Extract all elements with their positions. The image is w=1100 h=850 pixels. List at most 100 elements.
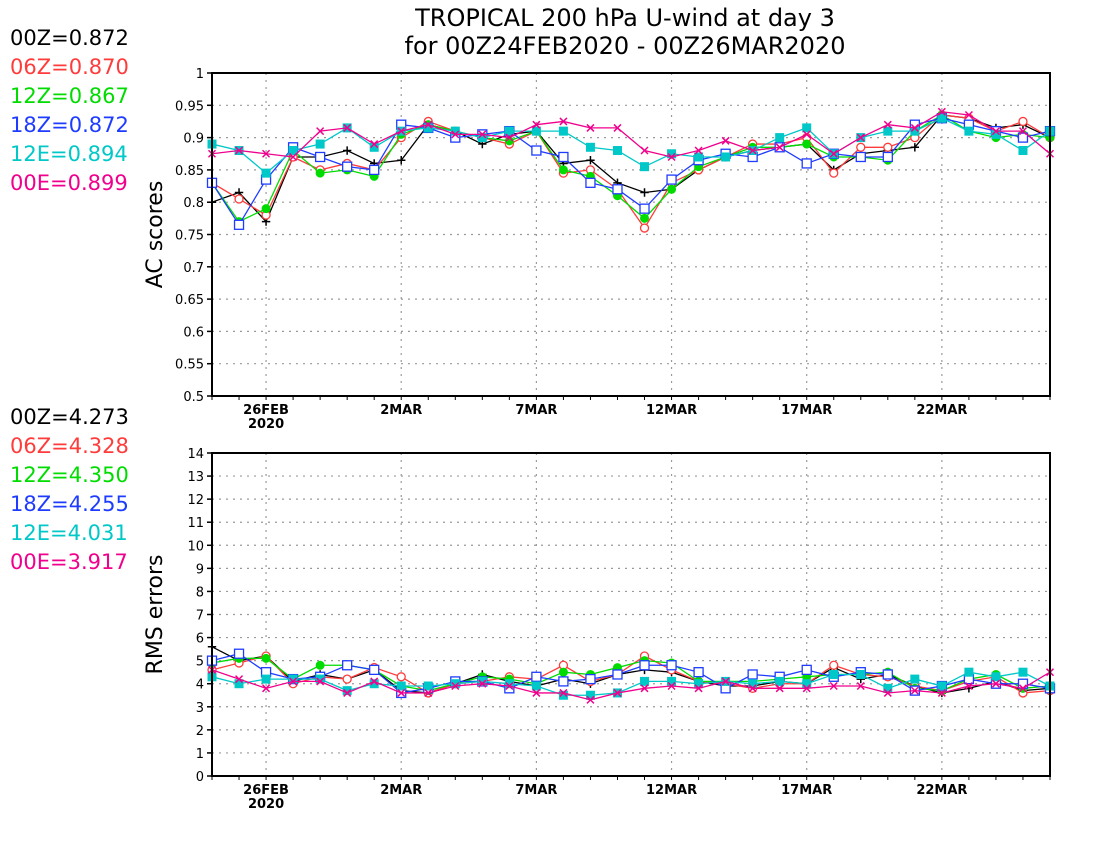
rms-point-00e bbox=[343, 688, 352, 697]
legend-item-12z-rms: 12Z=4.350 bbox=[10, 463, 129, 487]
ac-point-00e bbox=[1018, 127, 1028, 136]
rms-point-00e bbox=[694, 684, 703, 693]
ac-point-00e bbox=[289, 152, 298, 162]
rms-point-18z bbox=[585, 673, 596, 685]
ac-point-12e bbox=[721, 152, 731, 162]
rms-point-12e bbox=[396, 681, 406, 691]
ac-point-12e bbox=[1018, 146, 1028, 156]
rms-xtick-label: 7MAR bbox=[515, 783, 557, 798]
chart-title: TROPICAL 200 hPa U-wind at day 3 bbox=[415, 4, 835, 32]
rms-point-12e bbox=[910, 674, 920, 684]
ac-point-18z bbox=[639, 203, 650, 214]
rms-point-00e bbox=[1018, 684, 1028, 693]
ac-ytick-label: 0.7 bbox=[183, 261, 204, 276]
rms-point-00e bbox=[856, 681, 865, 691]
rms-point-00e bbox=[748, 684, 757, 693]
rms-xtick-sublabel: 2020 bbox=[248, 797, 284, 812]
rms-point-00e bbox=[424, 688, 433, 697]
ac-point-12z bbox=[640, 213, 650, 223]
rms-xtick-label: 22MAR bbox=[916, 783, 967, 798]
ac-point-00e bbox=[910, 123, 919, 132]
ac-point-12e bbox=[531, 126, 541, 136]
rms-point-18z bbox=[558, 676, 569, 687]
ac-ytick-label: 0.65 bbox=[175, 293, 204, 308]
ac-point-00e bbox=[370, 140, 379, 149]
ac-point-18z bbox=[233, 219, 245, 230]
ac-point-12e bbox=[288, 146, 298, 156]
ac-point-06z bbox=[639, 223, 650, 233]
ac-point-00e bbox=[937, 107, 946, 116]
rms-point-18z bbox=[612, 669, 623, 680]
ac-point-18z bbox=[342, 161, 353, 172]
rms-ytick-label: 4 bbox=[196, 678, 204, 693]
legend-item-18z-ac: 18Z=0.872 bbox=[10, 113, 129, 137]
ac-point-00e bbox=[964, 110, 973, 120]
ac-point-00e bbox=[316, 127, 325, 136]
ac-xtick-label: 2MAR bbox=[380, 403, 422, 418]
ac-plot-frame bbox=[211, 72, 1051, 397]
ac-point-00e bbox=[532, 120, 541, 129]
rms-point-12e bbox=[261, 674, 271, 684]
rms-point-00e bbox=[829, 681, 838, 691]
legend-item-12e-rms: 12E=4.031 bbox=[10, 521, 128, 545]
ac-point-00e bbox=[397, 127, 406, 136]
legend-item-06z-rms: 06Z=4.328 bbox=[10, 434, 129, 458]
ac-point-06z bbox=[829, 168, 839, 178]
ac-ytick-label: 0.8 bbox=[183, 196, 204, 211]
chart-subtitle: for 00Z24FEB2020 - 00Z26MAR2020 bbox=[404, 32, 846, 60]
ac-ytick-label: 0.85 bbox=[175, 164, 204, 179]
rms-point-12e bbox=[504, 679, 514, 689]
rms-ytick-label: 10 bbox=[187, 539, 204, 554]
legend-item-00z-rms: 00Z=4.273 bbox=[10, 405, 129, 429]
ac-series-line-00z bbox=[212, 114, 1050, 223]
ac-series-line-12e bbox=[212, 117, 1050, 174]
ac-point-18z bbox=[801, 158, 812, 169]
ac-point-18z bbox=[531, 145, 542, 156]
rms-legend: 00Z=4.273 06Z=4.328 12Z=4.350 18Z=4.255 … bbox=[10, 403, 160, 577]
rms-point-18z bbox=[882, 669, 893, 680]
rms-point-12z bbox=[315, 660, 325, 670]
rms-point-00e bbox=[802, 684, 811, 693]
rms-point-12e bbox=[991, 672, 1001, 682]
ac-point-00e bbox=[721, 136, 730, 145]
rms-point-18z bbox=[639, 660, 650, 671]
ac-point-00e bbox=[802, 130, 811, 139]
rms-xtick-label: 17MAR bbox=[781, 783, 832, 798]
ac-point-12e bbox=[504, 126, 514, 136]
rms-point-18z bbox=[801, 664, 812, 676]
rms-point-18z bbox=[233, 648, 245, 659]
rms-ytick-label: 3 bbox=[196, 701, 204, 716]
rms-ytick-label: 14 bbox=[187, 447, 204, 462]
ac-point-12e bbox=[775, 133, 785, 143]
ac-point-00e bbox=[694, 146, 703, 155]
rms-point-06z bbox=[396, 672, 406, 682]
rms-point-18z bbox=[369, 664, 380, 676]
ac-legend: 00Z=0.872 06Z=0.870 12Z=0.867 18Z=0.872 … bbox=[10, 24, 160, 198]
ac-point-12e bbox=[640, 162, 650, 172]
legend-item-06z-ac: 06Z=0.870 bbox=[10, 55, 129, 79]
ac-point-12e bbox=[694, 152, 704, 162]
ac-ytick-label: 0.9 bbox=[183, 132, 204, 147]
rms-ytick-label: 2 bbox=[196, 724, 204, 739]
rms-point-00e bbox=[775, 684, 784, 693]
rms-point-00e bbox=[883, 688, 892, 697]
rms-point-00e bbox=[640, 684, 649, 693]
ac-point-12e bbox=[261, 168, 271, 178]
legend-item-00e-ac: 00E=0.899 bbox=[10, 171, 128, 195]
ac-point-12e bbox=[558, 126, 568, 136]
rms-point-00e bbox=[505, 681, 514, 691]
rms-point-00e bbox=[397, 688, 406, 697]
ac-ytick-label: 0.55 bbox=[175, 358, 204, 373]
rms-point-00e bbox=[667, 681, 676, 691]
ac-point-12z bbox=[558, 165, 568, 175]
rms-point-12z bbox=[558, 667, 568, 677]
ac-point-00e bbox=[883, 120, 892, 129]
rms-point-00e bbox=[964, 681, 973, 691]
rms-point-12e bbox=[315, 674, 325, 684]
rms-ytick-label: 6 bbox=[196, 632, 204, 647]
rms-point-00e bbox=[289, 677, 298, 686]
ac-point-00e bbox=[559, 117, 568, 126]
rms-point-12e bbox=[1018, 667, 1028, 677]
rms-point-00e bbox=[451, 681, 460, 691]
ac-point-12z bbox=[261, 204, 271, 214]
